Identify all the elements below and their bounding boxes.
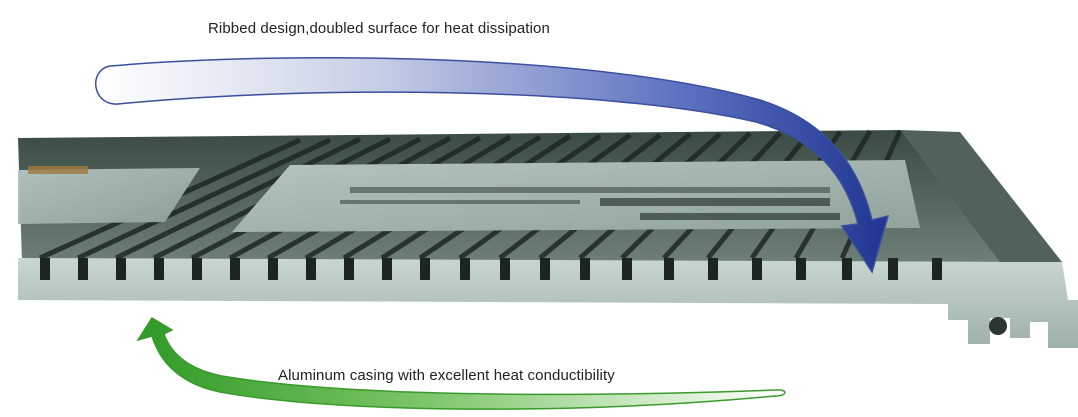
screw-hole [989, 317, 1007, 335]
casing-right-end [900, 130, 1062, 262]
top-caption: Ribbed design,doubled surface for heat d… [208, 20, 550, 37]
curved-arrow-down-icon [95, 56, 890, 274]
bottom-caption: Aluminum casing with excellent heat cond… [278, 367, 615, 384]
curved-arrow-up-icon [136, 316, 786, 410]
front-fin-slots [40, 258, 942, 280]
center-label-plate [232, 160, 920, 232]
left-label-plate [18, 168, 200, 224]
left-label-stripe [28, 166, 88, 174]
casing-front-face [18, 258, 1078, 348]
label-print-marks [340, 187, 840, 220]
